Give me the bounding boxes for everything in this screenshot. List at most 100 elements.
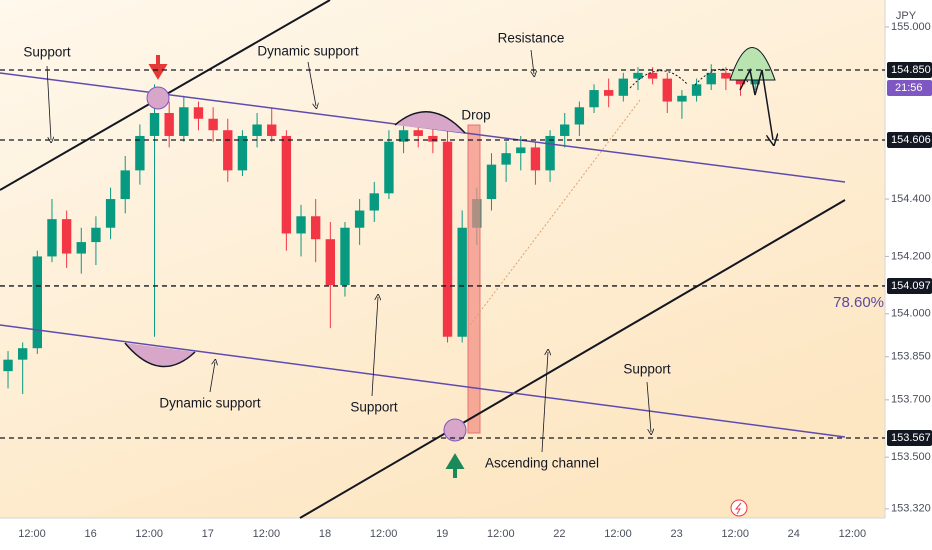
dynamic-support-line <box>0 324 846 438</box>
annotation: Support <box>623 362 671 377</box>
candle-body <box>252 124 262 136</box>
candle-body <box>310 216 321 240</box>
annotation: Ascending channel <box>485 456 599 471</box>
candle-body <box>706 72 716 85</box>
candle-body <box>662 78 672 102</box>
candle-body <box>91 227 101 243</box>
candle-body <box>691 84 702 96</box>
candle-body <box>296 216 306 234</box>
drawings <box>0 0 846 519</box>
candle-body <box>633 72 643 79</box>
price-level-label: 154.606 <box>891 134 931 146</box>
time-axis <box>0 518 885 550</box>
candle-body <box>413 130 423 136</box>
candle-body <box>120 170 130 200</box>
candle-body <box>340 227 350 286</box>
circle <box>146 86 170 110</box>
projection-arrow <box>739 67 773 140</box>
alert-icon <box>730 499 748 517</box>
candle-body <box>369 193 379 211</box>
down-arrow <box>148 55 168 80</box>
candle-body <box>149 113 160 136</box>
candle-body <box>647 72 658 79</box>
currency: JPY <box>896 10 917 22</box>
countdown: 21:56 <box>895 82 923 94</box>
price-level-label: 154.850 <box>891 64 931 76</box>
candle-body <box>589 90 599 108</box>
candle-body <box>428 135 438 142</box>
candle-body <box>164 113 174 136</box>
y-tick-label: 154.400 <box>891 193 931 205</box>
channel-line <box>299 199 846 519</box>
fib-label: 78.60% <box>833 294 884 311</box>
y-tick-label: 153.700 <box>891 394 931 406</box>
y-tick-label: 154.000 <box>891 308 931 320</box>
x-tick-label: 12:00 <box>18 528 46 540</box>
candle-body <box>208 118 218 131</box>
arc <box>394 111 466 134</box>
x-tick-label: 22 <box>553 528 565 540</box>
candle-body <box>281 135 292 234</box>
x-tick-label: 23 <box>670 528 682 540</box>
candle-body <box>545 135 555 171</box>
price-level-box <box>887 429 932 446</box>
candle-body <box>193 107 204 119</box>
annotation: Dynamic support <box>159 396 261 411</box>
candle-body <box>237 135 248 171</box>
candle-body <box>223 130 233 171</box>
candle-body <box>516 147 526 154</box>
candle-body <box>179 107 189 136</box>
y-tick-label: 153.320 <box>891 503 931 515</box>
candle-body <box>267 124 277 136</box>
candle-body <box>560 124 570 136</box>
candle-body <box>61 219 72 254</box>
annotation: Dynamic support <box>257 44 359 59</box>
price-level-label: 153.567 <box>891 432 931 444</box>
x-tick-label: 17 <box>202 528 214 540</box>
candle-body <box>105 199 116 228</box>
y-tick-label: 153.850 <box>891 351 931 363</box>
alert-icon <box>734 502 742 515</box>
candle-body <box>17 348 28 360</box>
price-level-label: 154.097 <box>891 280 931 292</box>
y-tick-label: 153.500 <box>891 451 931 463</box>
x-tick-label: 12:00 <box>487 528 515 540</box>
annotation: Support <box>350 400 398 415</box>
y-tick-label: 154.200 <box>891 250 931 262</box>
x-tick-label: 12:00 <box>721 528 749 540</box>
annotation: Support <box>23 45 71 60</box>
countdown-box <box>887 79 932 96</box>
candle-body <box>47 219 57 257</box>
candle-body <box>135 135 145 171</box>
candle-body <box>574 107 585 125</box>
candle-body <box>457 227 467 337</box>
circle <box>443 418 467 442</box>
candle-body <box>735 78 746 85</box>
x-tick-label: 18 <box>319 528 331 540</box>
y-tick-label: 155.000 <box>891 21 931 33</box>
fib-line <box>469 99 641 326</box>
candle-body <box>384 141 394 194</box>
candle-body <box>76 242 86 254</box>
candle-body <box>398 130 409 142</box>
plot-background <box>0 0 885 518</box>
candle-body <box>32 256 43 349</box>
x-tick-label: 12:00 <box>839 528 867 540</box>
annotations: Support Dynamic support Resistance Drop … <box>23 10 916 471</box>
price-level-box <box>887 131 932 148</box>
candle-body <box>721 72 731 79</box>
x-tick-label: 12:00 <box>135 528 163 540</box>
annotation: Resistance <box>498 31 565 46</box>
marks <box>3 64 760 395</box>
candle-body <box>530 147 541 171</box>
annotation: Drop <box>461 108 490 123</box>
x-tick-label: 12:00 <box>370 528 398 540</box>
candle-body <box>677 95 687 102</box>
x-tick-label: 19 <box>436 528 448 540</box>
drop-box <box>467 124 481 434</box>
x-tick-label: 12:00 <box>604 528 632 540</box>
candle-body <box>354 210 365 228</box>
arc <box>124 342 196 368</box>
